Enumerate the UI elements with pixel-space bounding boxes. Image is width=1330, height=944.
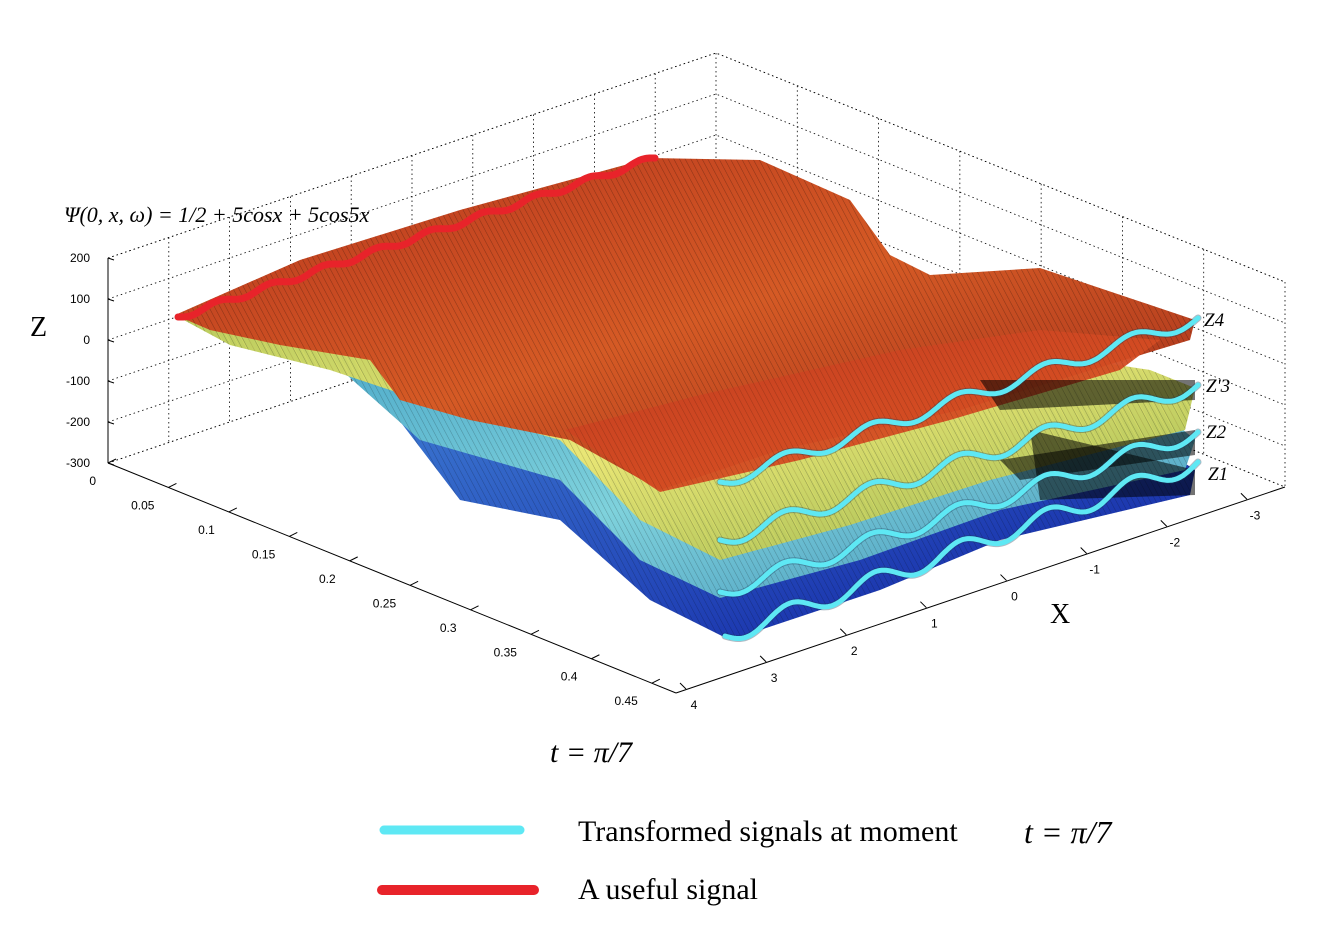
surface-label: Z1 bbox=[1208, 464, 1228, 485]
transformed-signal-curve bbox=[717, 382, 1201, 545]
x-axis-label: X bbox=[1050, 599, 1070, 630]
t-tick-label: 0.2 bbox=[319, 572, 336, 586]
z-tick-label: 100 bbox=[70, 292, 90, 306]
legend: Transformed signals at moment t = π/7 A … bbox=[377, 814, 1113, 906]
transformed-signal-curve bbox=[717, 429, 1201, 597]
useful-signal-curve bbox=[174, 154, 659, 321]
t-tick-label: 0.3 bbox=[440, 621, 457, 635]
signal-curves bbox=[174, 154, 1202, 642]
z-tick-labels: 200 100 0 -100 -200 -300 bbox=[66, 251, 115, 470]
surface-label: Z'3 bbox=[1206, 376, 1230, 397]
z-tick-label: -300 bbox=[66, 456, 90, 470]
formula-title: Ψ(0, x, ω) = 1/2 + 5cosx + 5cos5x bbox=[64, 202, 369, 227]
t-tick-label: 0.35 bbox=[494, 645, 518, 659]
z-tick-label: 200 bbox=[70, 251, 90, 265]
transformed-signal-curve bbox=[717, 315, 1201, 486]
x-tick-label: -3 bbox=[1250, 508, 1261, 522]
t-axis-label: t = π/7 bbox=[550, 736, 634, 769]
x-tick-label: 4 bbox=[691, 698, 698, 712]
x-tick-label: 1 bbox=[931, 617, 938, 631]
z-tick-label: -100 bbox=[66, 374, 90, 388]
surface-label: Z4 bbox=[1204, 310, 1225, 331]
legend-label-transformed: Transformed signals at moment bbox=[578, 815, 958, 848]
t-tick-label: 0.1 bbox=[198, 523, 215, 537]
x-tick-label: -1 bbox=[1089, 562, 1100, 576]
t-tick-label: 0.25 bbox=[373, 596, 397, 610]
surfaces bbox=[175, 158, 1195, 640]
legend-label-transformed-math: t = π/7 bbox=[1024, 814, 1113, 850]
z-tick-label: -200 bbox=[66, 415, 90, 429]
x-tick-label: 3 bbox=[771, 671, 778, 685]
transformed-signal-curve bbox=[722, 459, 1201, 641]
x-tick-labels: -3 -2 -1 0 1 2 3 4 bbox=[679, 492, 1261, 712]
x-tick-label: -2 bbox=[1169, 535, 1180, 549]
z-axis-label: Z bbox=[30, 312, 47, 343]
axes-box bbox=[107, 52, 1286, 694]
surface-label: Z2 bbox=[1206, 422, 1227, 443]
x-tick-label: 2 bbox=[851, 644, 858, 658]
t-tick-label: 0 bbox=[89, 474, 96, 488]
surface-labels: Z4 Z'3 Z2 Z1 bbox=[1204, 310, 1230, 485]
t-tick-label: 0.45 bbox=[614, 694, 638, 708]
z-tick-label: 0 bbox=[83, 333, 90, 347]
t-tick-label: 0.05 bbox=[131, 498, 155, 512]
x-tick-label: 0 bbox=[1011, 590, 1018, 604]
t-tick-label: 0.15 bbox=[252, 547, 276, 561]
legend-label-useful: A useful signal bbox=[578, 873, 758, 906]
t-tick-labels: 0 0.05 0.1 0.15 0.2 0.25 0.3 0.35 0.4 0.45 bbox=[89, 458, 661, 708]
t-tick-label: 0.4 bbox=[561, 670, 578, 684]
